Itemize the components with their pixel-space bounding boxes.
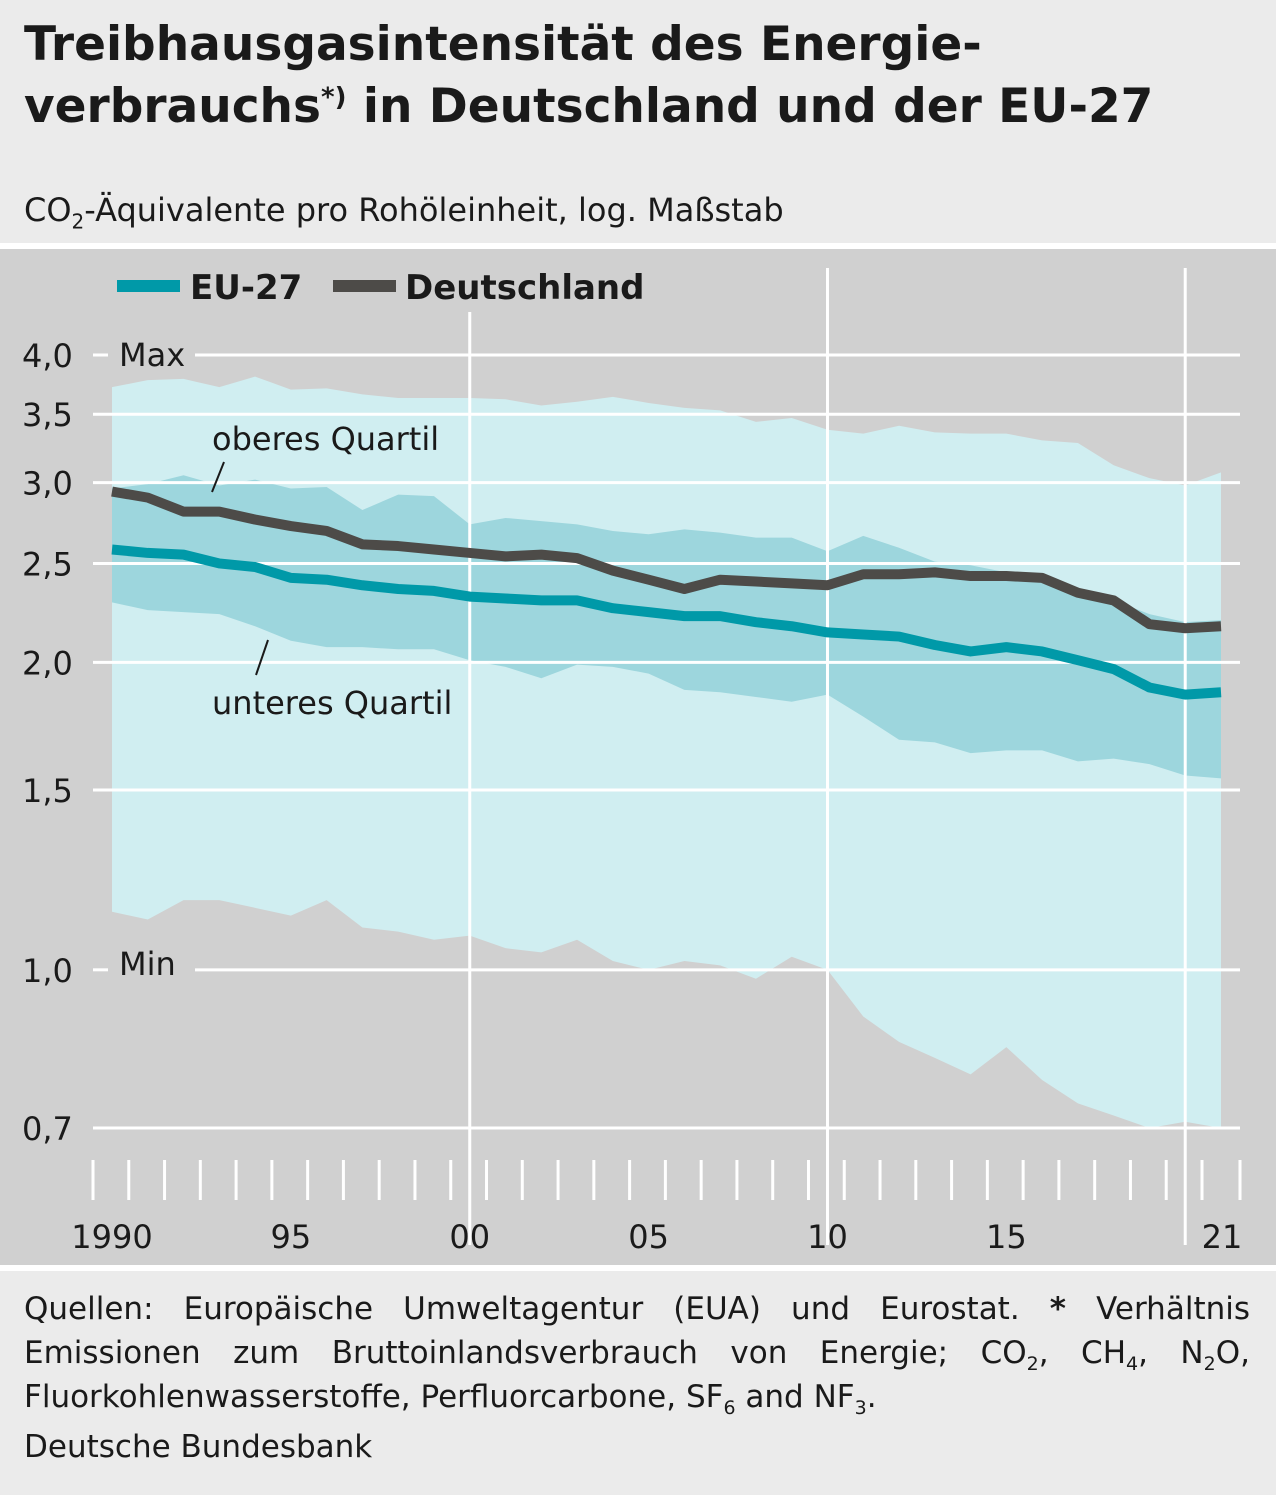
source-note: Quellen: Europäische Umweltagentur (EUA)…: [24, 1287, 1250, 1419]
y-tick-label: 4,0: [22, 337, 73, 375]
source-text-7: .: [866, 1379, 877, 1415]
chart-subtitle: CO2-Äquivalente pro Rohöleinheit, log. M…: [24, 188, 784, 232]
y-tick-label: 1,0: [22, 952, 73, 990]
x-tick-label: 00: [449, 1218, 490, 1256]
source-text-5: O, Fluorkohlenwasserstoffe, Perfluorcarb…: [24, 1335, 1250, 1415]
sub-nf3: 3: [854, 1397, 867, 1420]
y-tick-label: 3,5: [22, 396, 73, 434]
chart-title: Treibhausgasintensität des Energie-verbr…: [24, 14, 1254, 138]
y-tick-label: 1,5: [22, 772, 73, 810]
sub-ch4: 4: [1126, 1353, 1139, 1376]
y-tick-label: 3,0: [22, 465, 73, 503]
source-text-1: Quellen: Europäische Umweltagentur (EUA)…: [24, 1291, 1050, 1327]
legend-label: EU-27: [190, 268, 302, 308]
source-text-6: and NF: [735, 1379, 855, 1415]
footnote-asterisk: *: [1049, 1291, 1067, 1327]
x-tick-label: 05: [628, 1218, 669, 1256]
title-line2-end: in Deutschland und der EU-27: [346, 79, 1154, 134]
sub-sf6: 6: [723, 1397, 736, 1420]
y-tick-label: 0,7: [22, 1110, 73, 1148]
annotation-lower-quartile: unteres Quartil: [212, 684, 452, 722]
annotation-upper-quartile: oberes Quartil: [212, 420, 439, 458]
x-tick-label: 21: [1202, 1218, 1243, 1256]
title-footnote-mark: *): [321, 82, 347, 113]
divider-top: [0, 243, 1276, 249]
y-tick-label: 2,0: [22, 644, 73, 682]
annotation-min: Min: [119, 945, 176, 983]
quartile-band: [112, 475, 1221, 779]
x-tick-label: 10: [807, 1218, 848, 1256]
subtitle-text: -Äquivalente pro Rohöleinheit, log. Maßs…: [84, 191, 784, 229]
annotation-max: Max: [119, 336, 185, 374]
line-chart: 4,0 3,5 3,0 2,5 2,0 1,5 1,0 0,7 1990 95 00 05 10 15 21…: [22, 268, 1243, 1256]
series-line: [111, 486, 1222, 634]
subtitle-subscript: 2: [71, 209, 85, 234]
title-line1: Treibhausgasintensität des Energie-: [24, 17, 982, 72]
y-tick-label: 2,5: [22, 545, 73, 583]
x-tick-label: 95: [271, 1218, 312, 1256]
title-line2-start: verbrauchs: [24, 79, 321, 134]
publisher: Deutsche Bundesbank: [24, 1429, 373, 1465]
divider-bottom: [0, 1265, 1276, 1271]
series-line: [111, 544, 1222, 700]
source-text-3: , CH: [1038, 1335, 1127, 1371]
source-text-4: , N: [1138, 1335, 1204, 1371]
source-text-2: Verhältnis Emissionen zum Bruttoinlandsv…: [24, 1291, 1251, 1371]
annotation-leader: [211, 461, 225, 493]
sub-co2: 2: [1026, 1353, 1039, 1376]
x-tick-label: 1990: [71, 1218, 152, 1256]
subtitle-co: CO: [24, 191, 72, 229]
sub-n2o: 2: [1203, 1353, 1216, 1376]
legend-label: Deutschland: [405, 268, 644, 308]
footer: Quellen: Europäische Umweltagentur (EUA)…: [24, 1287, 1250, 1469]
annotation-leader: [255, 639, 269, 676]
x-tick-label: 15: [986, 1218, 1027, 1256]
